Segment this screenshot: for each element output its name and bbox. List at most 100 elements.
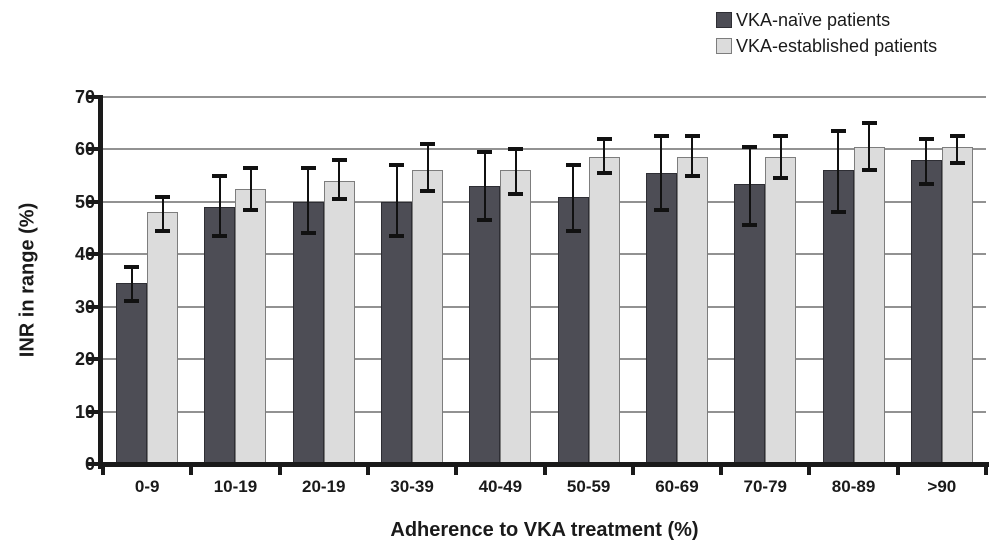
y-tick-50 — [88, 199, 99, 204]
error-bar-line — [130, 267, 133, 302]
legend-item-vka-established: VKA-established patients — [716, 33, 937, 59]
x-tick-label-0-9: 0-9 — [134, 477, 160, 496]
y-tick-label-30: 30 — [74, 296, 95, 317]
error-bar-line — [748, 146, 751, 226]
legend-swatch-vka-naive-icon — [716, 12, 732, 28]
x-axis-title: Adherence to VKA treatment (%) — [390, 519, 699, 541]
error-bar-cap-top — [565, 163, 581, 168]
error-bar-cap-bottom — [861, 168, 877, 173]
x-tick-label-10-19: 10-19 — [213, 477, 258, 496]
x-tick-label-30-39: 30-39 — [390, 477, 434, 496]
bar-naive-30-39 — [381, 201, 413, 464]
error-bar-cap-top — [596, 136, 612, 141]
error-bar-cap-bottom — [212, 233, 228, 238]
error-bar-cap-bottom — [124, 299, 140, 304]
y-tick-60 — [88, 147, 99, 152]
x-tick-label-20-19: 20-19 — [302, 477, 346, 496]
bar-naive-0-9 — [116, 283, 148, 464]
x-tick-2 — [277, 467, 282, 475]
error-bar-line — [307, 167, 310, 234]
chart-legend: VKA-naïve patients VKA-established patie… — [716, 7, 937, 59]
bar-naive-10-19 — [204, 207, 236, 464]
error-bar-cap-bottom — [420, 189, 436, 194]
y-tick-label-10: 10 — [74, 401, 95, 422]
gridline-50 — [103, 200, 986, 203]
error-bar-cap-bottom — [949, 160, 965, 165]
gridline-30 — [103, 305, 986, 308]
error-bar-cap-bottom — [155, 228, 171, 233]
error-bar-cap-bottom — [653, 207, 669, 212]
bar-established-70-79 — [765, 157, 797, 464]
error-bar-cap-top — [477, 150, 493, 155]
x-tick-label-50-59: 50-59 — [566, 477, 611, 496]
bar-naive-50-59 — [557, 196, 589, 464]
bar-established-80-89 — [853, 146, 885, 464]
y-tick-20 — [88, 357, 99, 362]
error-bar-line — [572, 165, 575, 231]
x-tick-8 — [807, 467, 812, 475]
error-bar-cap-bottom — [477, 218, 493, 223]
error-bar-line — [660, 136, 663, 210]
gridline-60 — [103, 148, 986, 151]
bar-naive-40-49 — [469, 186, 501, 464]
bar-established-40-49 — [500, 170, 532, 464]
error-bar-line — [868, 123, 871, 171]
error-bar-cap-top — [773, 134, 789, 139]
error-bar-cap-bottom — [684, 173, 700, 178]
error-bar-line — [603, 138, 606, 174]
bar-established->90 — [941, 146, 973, 464]
x-tick-label-80-89: 80-89 — [831, 477, 876, 496]
error-bar-cap-top — [918, 136, 934, 141]
legend-item-vka-naive: VKA-naïve patients — [716, 7, 937, 33]
x-tick-10 — [984, 467, 988, 475]
bar-established-30-39 — [412, 170, 444, 464]
error-bar-line — [691, 136, 694, 176]
bar-naive-80-89 — [822, 170, 854, 464]
error-bar-cap-top — [861, 121, 877, 126]
error-bar-line — [483, 152, 486, 221]
x-tick-5 — [542, 467, 547, 475]
gridline-10 — [103, 410, 986, 413]
x-tick-3 — [365, 467, 370, 475]
error-bar-line — [395, 165, 398, 236]
error-bar-cap-top — [508, 147, 524, 152]
bar-established-20-19 — [323, 180, 355, 464]
y-tick-30 — [88, 304, 99, 309]
error-bar-cap-bottom — [565, 228, 581, 233]
error-bar-cap-bottom — [389, 233, 405, 238]
x-tick-7 — [719, 467, 724, 475]
error-bar-cap-top — [389, 163, 405, 168]
legend-label-vka-naive: VKA-naïve patients — [736, 9, 891, 30]
y-axis-title: INR in range (%) — [16, 202, 39, 358]
y-tick-label-20: 20 — [74, 349, 95, 370]
error-bar-cap-top — [420, 142, 436, 147]
error-bar-cap-top — [300, 165, 316, 170]
y-tick-40 — [88, 252, 99, 257]
error-bar-cap-bottom — [300, 231, 316, 236]
plot-area — [103, 96, 986, 464]
y-tick-label-0: 0 — [40, 454, 95, 474]
error-bar-cap-bottom — [918, 181, 934, 186]
gridline-70 — [103, 96, 986, 98]
error-bar-cap-top — [331, 157, 347, 162]
y-tick-0 — [88, 462, 99, 466]
x-tick-4 — [454, 467, 459, 475]
gridline-20 — [103, 358, 986, 361]
error-bar-cap-bottom — [331, 197, 347, 202]
error-bar-cap-top — [155, 194, 171, 199]
y-tick-10 — [88, 409, 99, 414]
legend-swatch-vka-established-icon — [716, 38, 732, 54]
gridline-40 — [103, 253, 986, 256]
legend-label-vka-established: VKA-established patients — [736, 35, 938, 56]
bar-established-0-9 — [147, 212, 179, 464]
error-bar-cap-top — [124, 265, 140, 270]
y-tick-70 — [88, 95, 99, 99]
bar-established-50-59 — [588, 157, 620, 464]
bar-naive-20-19 — [292, 201, 324, 464]
y-tick-label-60: 60 — [74, 139, 95, 160]
x-tick-label-40-49: 40-49 — [478, 477, 523, 496]
error-bar-line — [249, 167, 252, 210]
error-bar-cap-top — [243, 165, 259, 170]
y-tick-label-50: 50 — [74, 191, 95, 212]
